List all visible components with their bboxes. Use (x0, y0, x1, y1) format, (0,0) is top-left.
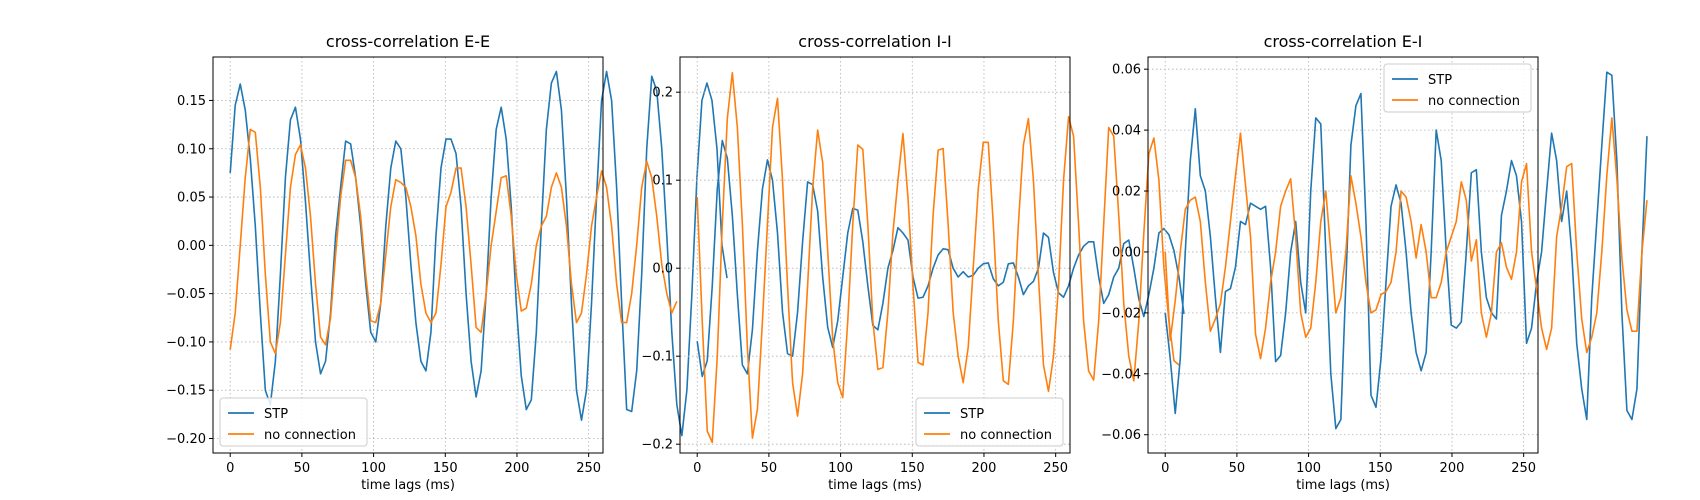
y-tick-label: −0.04 (1101, 367, 1141, 382)
x-tick-label: 100 (361, 461, 386, 476)
series-line-stp (1164, 71, 1648, 430)
chart-title: cross-correlation E-I (1264, 32, 1423, 51)
legend-label: no connection (264, 428, 356, 443)
x-tick-label: 50 (1229, 461, 1246, 476)
y-tick-label: 0.1 (652, 174, 673, 189)
y-tick-label: 0.06 (1112, 63, 1141, 78)
series-line-no-connection (229, 128, 678, 355)
x-tick-label: 150 (900, 461, 925, 476)
axes-frame (212, 56, 604, 454)
x-tick-label: 150 (1368, 461, 1393, 476)
x-axis-label: time lags (ms) (828, 478, 922, 493)
y-tick-label: −0.20 (166, 432, 206, 447)
legend-label: STP (1428, 73, 1452, 88)
x-tick-label: 50 (294, 461, 311, 476)
x-tick-label: 50 (761, 461, 778, 476)
legend-box (915, 397, 1064, 447)
x-tick-label: 150 (433, 461, 458, 476)
y-tick-label: −0.2 (641, 438, 673, 453)
y-tick-label: 0.00 (1112, 245, 1141, 260)
x-tick-label: 200 (505, 461, 530, 476)
y-tick-label: −0.1 (641, 350, 673, 365)
y-tick-label: 0.02 (1112, 185, 1141, 200)
y-tick-label: −0.05 (166, 287, 206, 302)
chart-panel-2: 0 50 100 150 200 250 −0.2 −0.1 0.0 0.1 0.2 cross-co… (641, 32, 1185, 493)
y-tick-label: −0.10 (166, 335, 206, 350)
legend-label: no connection (960, 428, 1052, 443)
y-tick-label: −0.02 (1101, 306, 1141, 321)
y-tick-label: 0.04 (1112, 124, 1141, 139)
y-tick-label: 0.00 (177, 239, 206, 254)
axes-frame (1147, 56, 1539, 454)
series-line-no-connection (1164, 117, 1648, 360)
y-tick-label: −0.06 (1101, 428, 1141, 443)
chart-panel-3: 0 50 100 150 200 250 −0.06 −0.04 −0.02 0.00 0.02 0.… (1101, 32, 1648, 493)
y-tick-label: −0.15 (166, 384, 206, 399)
x-tick-label: 0 (693, 461, 701, 476)
x-tick-label: 0 (226, 461, 234, 476)
y-tick-label: 0.0 (652, 262, 673, 277)
legend: STP no connection (1383, 63, 1532, 113)
x-tick-label: 100 (1296, 461, 1321, 476)
series-line-no-connection (696, 72, 1180, 444)
legend-box (1383, 63, 1532, 113)
x-tick-label: 0 (1161, 461, 1169, 476)
legend-label: no connection (1428, 94, 1520, 109)
chart-title: cross-correlation I-I (798, 32, 951, 51)
legend-box (219, 397, 368, 447)
y-tick-label: 0.15 (177, 94, 206, 109)
y-tick-label: 0.10 (177, 142, 206, 157)
series-line-stp (696, 139, 1185, 378)
x-tick-label: 100 (828, 461, 853, 476)
axes-frame (679, 56, 1071, 454)
legend: STP no connection (915, 397, 1064, 447)
x-tick-label: 250 (576, 461, 601, 476)
x-axis-label: time lags (ms) (361, 478, 455, 493)
chart-panel-1: 0 50 100 150 200 250−0.20−0.15−0.10−0.050.000… (166, 32, 728, 493)
x-tick-label: 200 (972, 461, 997, 476)
series-line-stp (229, 70, 728, 437)
y-tick-label: 0.05 (177, 191, 206, 206)
x-tick-label: 250 (1511, 461, 1536, 476)
x-tick-label: 250 (1043, 461, 1068, 476)
chart-title: cross-correlation E-E (326, 32, 490, 51)
x-axis-label: time lags (ms) (1296, 478, 1390, 493)
legend: STP no connection (219, 397, 368, 447)
x-tick-label: 200 (1440, 461, 1465, 476)
legend-label: STP (264, 407, 288, 422)
y-tick-label: 0.2 (652, 86, 673, 101)
legend-label: STP (960, 407, 984, 422)
